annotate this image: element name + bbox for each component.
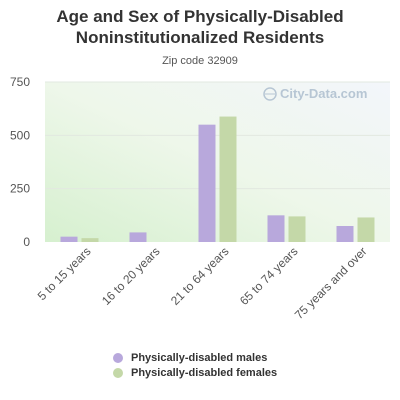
bar-males-1	[129, 232, 147, 242]
x-tick-label: 5 to 15 years	[35, 244, 94, 303]
x-tick-label: 16 to 20 years	[99, 244, 163, 308]
x-tick-label: 21 to 64 years	[168, 244, 232, 308]
x-tick-label: 65 to 74 years	[237, 244, 301, 308]
bar-males-0	[60, 236, 78, 242]
plot-area-background	[45, 82, 390, 242]
chart-title: Age and Sex of Physically-Disabled Nonin…	[0, 6, 400, 48]
chart-subtitle: Zip code 32909	[162, 55, 238, 67]
y-tick-label: 250	[10, 182, 30, 196]
chart-title-line-1: Age and Sex of Physically-Disabled	[56, 7, 344, 26]
legend-item-males: Physically-disabled males	[113, 350, 277, 365]
bar-males-3	[267, 215, 285, 242]
watermark-text: City-Data.com	[280, 86, 367, 101]
x-tick-label: 75 years and over	[292, 244, 370, 322]
watermark: City-Data.com	[263, 86, 367, 101]
y-tick-label: 750	[10, 75, 30, 89]
bar-females-3	[288, 216, 306, 242]
legend-swatch-females	[113, 367, 123, 378]
y-tick-label: 0	[23, 235, 30, 249]
bar-females-4	[357, 217, 375, 242]
legend: Physically-disabled males Physically-dis…	[113, 350, 277, 380]
bar-females-0	[81, 238, 99, 242]
chart-title-line-2: Noninstitutionalized Residents	[75, 28, 325, 47]
legend-item-females: Physically-disabled females	[113, 365, 277, 380]
bar-males-4	[336, 226, 354, 242]
legend-label-females: Physically-disabled females	[131, 366, 278, 379]
bar-males-2	[198, 124, 216, 242]
y-tick-label: 500	[10, 128, 30, 142]
legend-label-males: Physically-disabled males	[131, 351, 268, 364]
legend-swatch-males	[113, 352, 123, 363]
bar-females-2	[219, 116, 237, 242]
